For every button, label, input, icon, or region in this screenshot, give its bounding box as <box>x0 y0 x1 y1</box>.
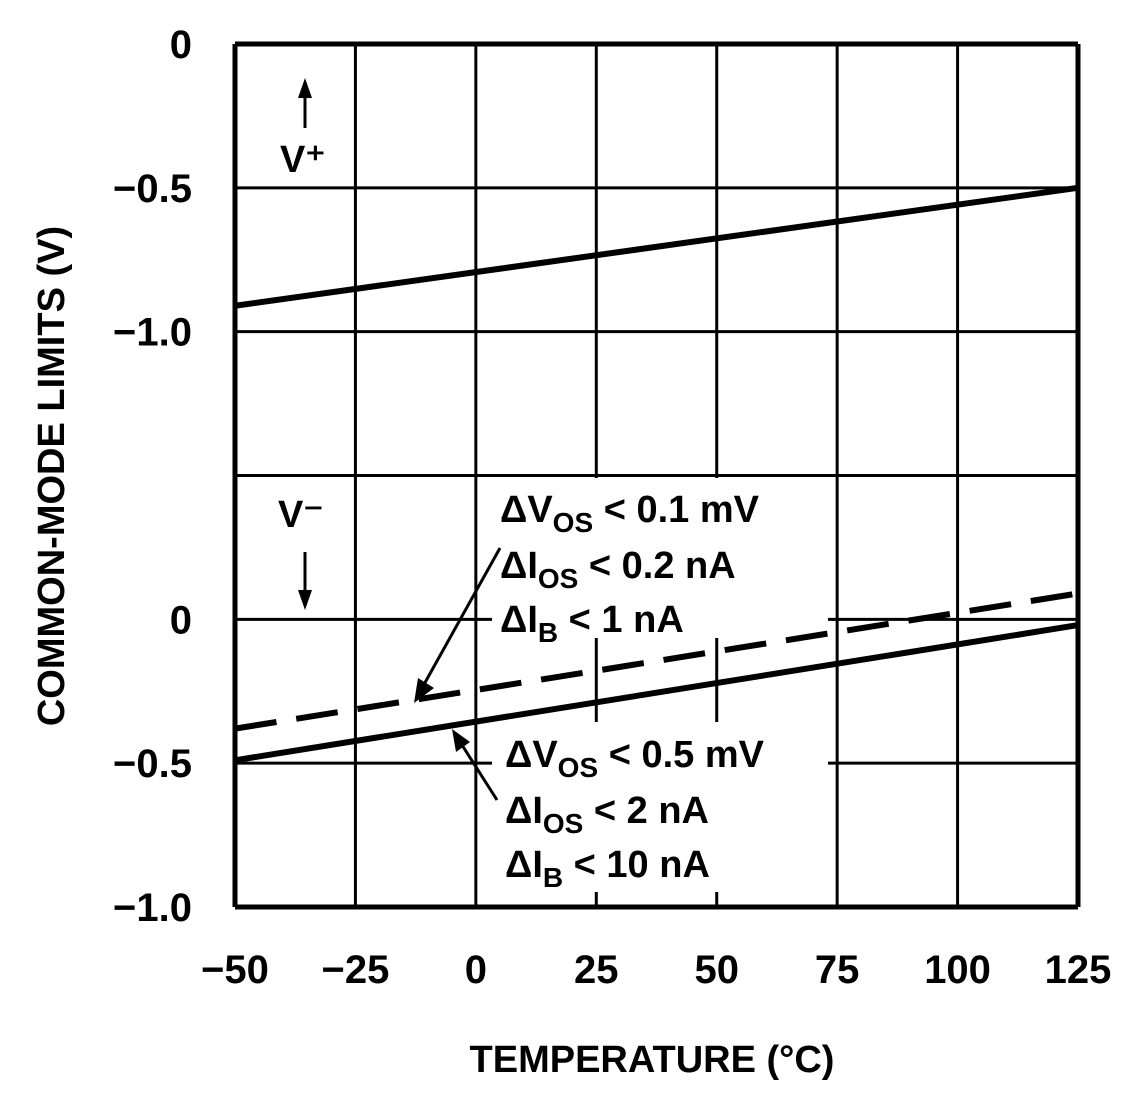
annotation-subscript: OS <box>558 752 598 783</box>
v-minus-label: V⁻ <box>278 494 323 536</box>
annotation-subscript: B <box>543 862 563 893</box>
x-tick-label: 125 <box>1045 948 1112 992</box>
annotation-subscript: OS <box>538 563 578 594</box>
annotation-subscript: OS <box>553 507 593 538</box>
x-tick-label: 75 <box>815 948 860 992</box>
x-tick-label: −50 <box>201 948 269 992</box>
annotation-pointer-solid <box>460 744 499 801</box>
v-plus-label: V⁺ <box>280 139 325 181</box>
annotation-text: ΔIB < 10 nA <box>505 844 710 893</box>
x-tick-label: 0 <box>465 948 487 992</box>
annotation-text: ΔVOS < 0.1 mV <box>500 489 760 538</box>
x-tick-label: 25 <box>574 948 619 992</box>
annotation-symbol: ΔV <box>500 489 553 531</box>
annotation-text: ΔIB < 1 nA <box>500 599 684 648</box>
annotation-symbol: ΔI <box>500 545 538 587</box>
series-line-dashed <box>234 590 1079 732</box>
y-axis-label: COMMON-MODE LIMITS (V) <box>31 226 73 726</box>
annotation-text: ΔIOS < 0.2 nA <box>500 545 736 594</box>
v-plus-arrowhead-icon <box>298 78 312 98</box>
y-tick-label: −1.0 <box>113 886 192 930</box>
annotation-pointer-dashed <box>420 547 502 689</box>
annotation-condition: < 1 nA <box>558 599 684 641</box>
annotation-subscript: B <box>538 617 558 648</box>
y-tick-label: −0.5 <box>113 167 192 211</box>
x-tick-label: −25 <box>321 948 389 992</box>
annotation-condition: < 10 nA <box>563 844 710 886</box>
x-axis-label: TEMPERATURE (°C) <box>470 1039 835 1081</box>
annotation-background <box>492 722 828 892</box>
annotation-subscript: OS <box>543 808 583 839</box>
v-minus-arrowhead-icon <box>298 590 312 610</box>
annotation-condition: < 0.2 nA <box>578 545 735 587</box>
annotation-symbol: ΔI <box>505 790 543 832</box>
annotation-condition: < 2 nA <box>583 790 709 832</box>
annotation-text: ΔIOS < 2 nA <box>505 790 709 839</box>
annotation-condition: < 0.1 mV <box>593 489 759 531</box>
x-tick-label: 50 <box>694 948 739 992</box>
series-line-solid <box>234 184 1079 309</box>
annotation-condition: < 0.5 mV <box>598 734 764 776</box>
y-tick-label: −0.5 <box>113 742 192 786</box>
annotation-symbol: ΔI <box>505 844 543 886</box>
y-tick-label: −1.0 <box>113 311 192 355</box>
annotation-symbol: ΔV <box>505 734 558 776</box>
annotation-symbol: ΔI <box>500 599 538 641</box>
annotation-text: ΔVOS < 0.5 mV <box>505 734 765 783</box>
annotation-background <box>492 478 828 638</box>
y-tick-label: 0 <box>170 598 192 642</box>
y-tick-label: 0 <box>170 23 192 67</box>
arrowhead-icon <box>452 729 470 752</box>
series-line-solid <box>234 622 1079 764</box>
x-tick-label: 100 <box>924 948 991 992</box>
arrowhead-icon <box>414 678 434 703</box>
